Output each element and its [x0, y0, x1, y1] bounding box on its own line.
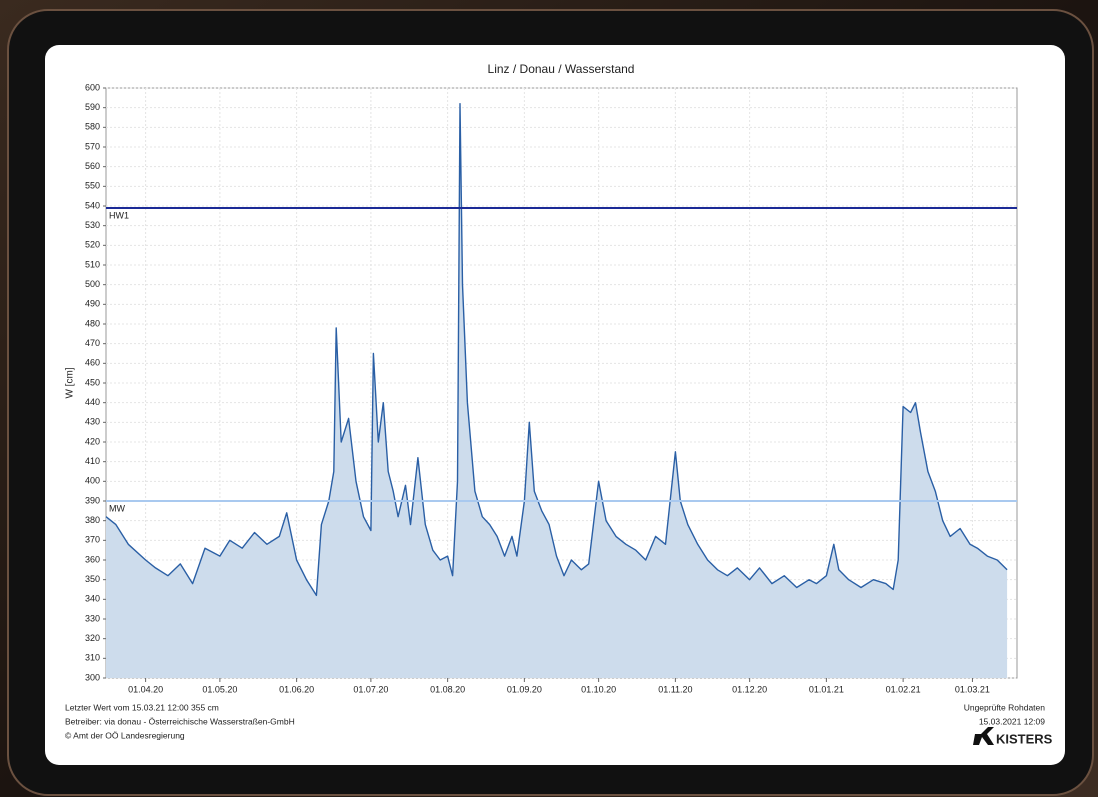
- x-tick-label: 01.03.21: [955, 684, 990, 694]
- footer-note: Ungeprüfte Rohdaten: [964, 702, 1046, 712]
- footer: Letzter Wert vom 15.03.21 12:00 355 cm Be…: [65, 702, 1045, 740]
- y-tick-label: 420: [85, 436, 100, 446]
- chart-title: Linz / Donau / Wasserstand: [488, 62, 635, 76]
- x-tick-label: 01.08.20: [430, 684, 465, 694]
- y-tick-label: 300: [85, 672, 100, 682]
- footer-note: © Amt der OÖ Landesregierung: [65, 730, 185, 740]
- y-tick-label: 370: [85, 535, 100, 545]
- x-tick-label: 01.05.20: [202, 684, 237, 694]
- x-tick-label: 01.02.21: [886, 684, 921, 694]
- y-tick-label: 470: [85, 338, 100, 348]
- x-tick-label: 01.12.20: [732, 684, 767, 694]
- y-tick-label: 520: [85, 240, 100, 250]
- y-tick-label: 500: [85, 279, 100, 289]
- logo-icon: [973, 727, 994, 745]
- x-tick-label: 01.07.20: [353, 684, 388, 694]
- footer-note: Betreiber: via donau - Österreichische W…: [65, 716, 295, 726]
- y-tick-label: 400: [85, 476, 100, 486]
- x-tick-label: 01.11.20: [658, 684, 692, 694]
- y-tick-label: 460: [85, 358, 100, 368]
- y-tick-label: 440: [85, 397, 100, 407]
- footer-note: 15.03.2021 12:09: [979, 716, 1045, 726]
- y-tick-label: 540: [85, 200, 100, 210]
- x-tick-label: 01.09.20: [507, 684, 542, 694]
- y-tick-label: 410: [85, 456, 100, 466]
- y-tick-label: 590: [85, 102, 100, 112]
- x-tick-label: 01.01.21: [809, 684, 844, 694]
- y-tick-label: 310: [85, 653, 100, 663]
- reference-label: HW1: [109, 210, 129, 220]
- x-tick-label: 01.10.20: [581, 684, 616, 694]
- y-tick-label: 510: [85, 259, 100, 269]
- x-tick-label: 01.04.20: [128, 684, 163, 694]
- footer-note: Letzter Wert vom 15.03.21 12:00 355 cm: [65, 702, 219, 712]
- y-tick-label: 380: [85, 515, 100, 525]
- y-tick-label: 390: [85, 495, 100, 505]
- y-tick-label: 480: [85, 318, 100, 328]
- y-axis-label: W [cm]: [65, 367, 76, 398]
- y-tick-label: 360: [85, 554, 100, 564]
- y-tick-label: 340: [85, 594, 100, 604]
- y-tick-label: 530: [85, 220, 100, 230]
- area: [106, 103, 1008, 678]
- x-tick-label: 01.06.20: [279, 684, 314, 694]
- y-tick-label: 330: [85, 613, 100, 623]
- line: [105, 103, 1008, 597]
- y-tick-label: 570: [85, 141, 100, 151]
- y-tick-label: 560: [85, 161, 100, 171]
- y-tick-label: 450: [85, 377, 100, 387]
- y-tick-label: 550: [85, 181, 100, 191]
- y-tick-label: 600: [85, 82, 100, 92]
- y-tick-label: 320: [85, 633, 100, 643]
- reference-label: MW: [109, 503, 125, 513]
- logo: KISTERS: [996, 731, 1053, 746]
- y-tick-label: 350: [85, 574, 100, 584]
- y-tick-label: 580: [85, 122, 100, 132]
- y-tick-label: 430: [85, 417, 100, 427]
- y-tick-label: 490: [85, 299, 100, 309]
